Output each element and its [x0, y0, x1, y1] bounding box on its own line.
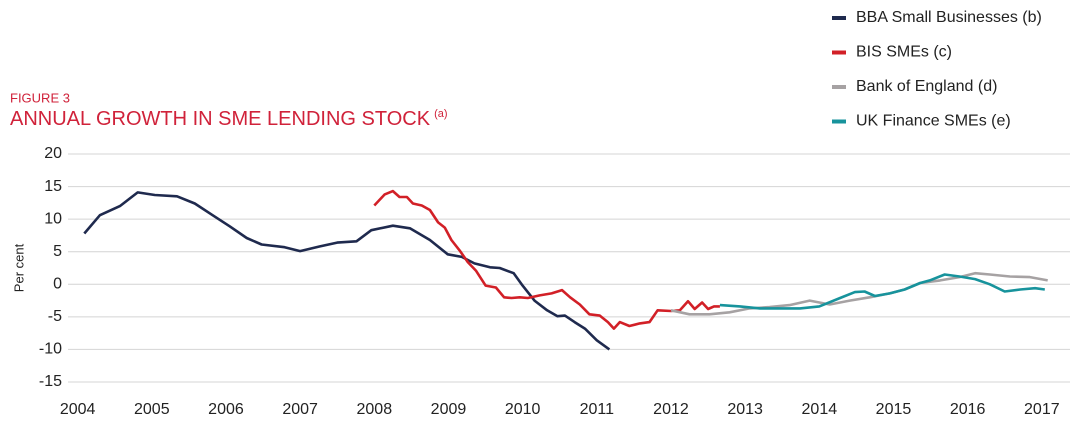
legend-label: UK Finance SMEs (e) — [856, 113, 1011, 130]
x-tick-label: 2017 — [1024, 401, 1060, 418]
y-tick-label: 0 — [53, 276, 62, 293]
y-tick-label: 20 — [44, 145, 62, 162]
y-tick-label: -10 — [39, 341, 62, 358]
y-axis-label: Per cent — [11, 243, 26, 292]
x-tick-label: 2006 — [208, 401, 244, 418]
y-tick-label: -5 — [48, 308, 62, 325]
series-line — [373, 189, 720, 330]
x-tick-label: 2007 — [282, 401, 318, 418]
y-tick-label: 5 — [53, 243, 62, 260]
legend-label: BBA Small Businesses (b) — [856, 9, 1042, 26]
x-tick-label: 2009 — [431, 401, 467, 418]
legend-label: BIS SMEs (c) — [856, 44, 952, 61]
y-tick-label: 15 — [44, 178, 62, 195]
x-tick-label: 2015 — [876, 401, 912, 418]
x-tick-label: 2014 — [802, 401, 838, 418]
legend-label: Bank of England (d) — [856, 78, 997, 95]
series-line — [719, 273, 1045, 310]
x-tick-label: 2010 — [505, 401, 541, 418]
x-tick-label: 2016 — [950, 401, 986, 418]
figure-label: FIGURE 3 — [10, 90, 70, 105]
x-tick-label: 2004 — [60, 401, 96, 418]
x-tick-label: 2005 — [134, 401, 170, 418]
x-tick-label: 2011 — [580, 401, 615, 418]
title-note: (a) — [434, 108, 447, 120]
series-line — [670, 271, 1048, 316]
title-text: ANNUAL GROWTH IN SME LENDING STOCK — [10, 108, 431, 130]
y-tick-label: -15 — [39, 373, 62, 390]
x-tick-label: 2008 — [357, 401, 393, 418]
x-tick-label: 2012 — [653, 401, 689, 418]
y-tick-label: 10 — [44, 210, 62, 227]
x-tick-label: 2013 — [727, 401, 763, 418]
chart-title: ANNUAL GROWTH IN SME LENDING STOCK (a) — [10, 108, 448, 130]
series-line — [83, 191, 611, 351]
